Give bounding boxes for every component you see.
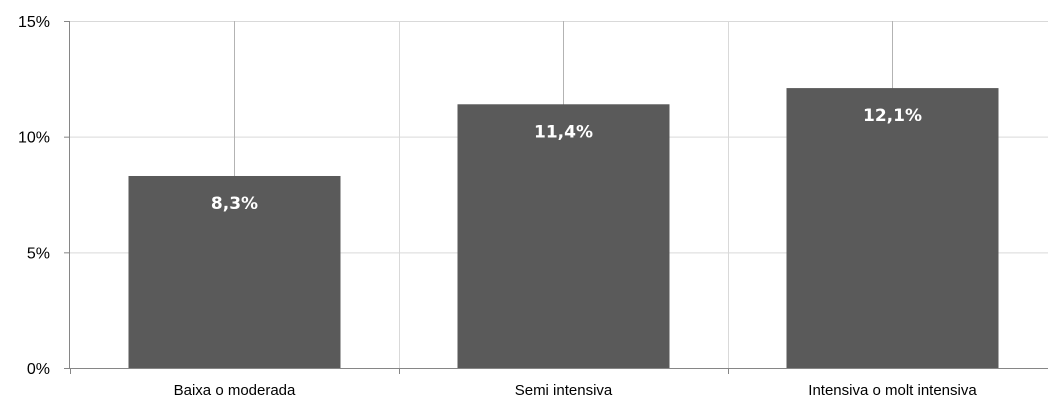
x-tick-label-0: Baixa o moderada <box>174 382 296 399</box>
y-tick-label-1: 5% <box>27 245 50 262</box>
bars <box>128 88 999 368</box>
y-tick-label-0: 0% <box>27 361 50 378</box>
bar-2 <box>786 88 999 368</box>
axes <box>64 21 1048 374</box>
bar-0 <box>128 175 341 368</box>
x-tick-label-1: Semi intensiva <box>515 382 613 399</box>
data-label-0: 8,3% <box>211 194 258 214</box>
data-label-2: 12,1% <box>863 106 922 126</box>
labels: 0% 5% 10% 15% Baixa o moderada Semi intensiva… <box>18 14 977 399</box>
bar-1 <box>457 104 670 368</box>
y-tick-label-2: 10% <box>18 130 50 147</box>
y-tick-label-3: 15% <box>18 14 50 31</box>
data-label-1: 11,4% <box>534 122 593 142</box>
x-tick-label-2: Intensiva o molt intensiva <box>808 382 977 399</box>
